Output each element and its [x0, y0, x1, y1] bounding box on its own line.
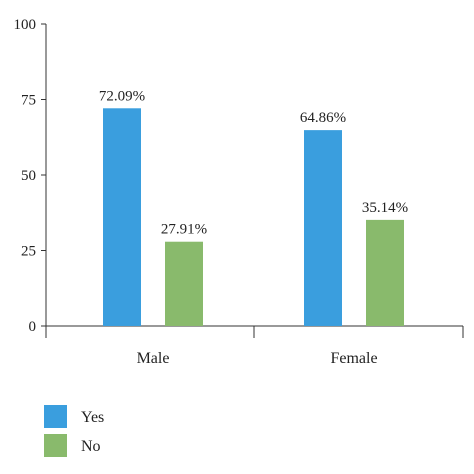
bars: [103, 108, 404, 326]
bar-no-female: [366, 219, 404, 326]
bar-no-male: [165, 241, 203, 326]
y-tick-label: 75: [21, 93, 36, 109]
data-labels: 72.09% 64.86% 27.91% 35.14%: [99, 88, 408, 237]
category-label-male: Male: [137, 350, 170, 367]
bar-yes-male: [103, 108, 141, 326]
data-label-yes-male: 72.09%: [99, 88, 145, 104]
y-tick-label: 100: [14, 17, 37, 33]
category-label-female: Female: [330, 350, 377, 367]
data-label-no-male: 27.91%: [161, 222, 207, 238]
legend-label-no: No: [81, 438, 101, 455]
y-axis: 0 25 50 75 100: [14, 17, 47, 335]
y-tick-label: 0: [29, 319, 37, 335]
data-label-yes-female: 64.86%: [300, 110, 346, 126]
legend-swatch-yes: [44, 405, 67, 428]
data-label-no-female: 35.14%: [362, 200, 408, 216]
legend: Yes No: [44, 405, 104, 457]
y-tick-label: 25: [21, 244, 36, 260]
legend-label-yes: Yes: [81, 409, 104, 426]
bar-yes-female: [304, 130, 342, 326]
legend-swatch-no: [44, 434, 67, 457]
y-tick-label: 50: [21, 168, 36, 184]
x-axis: Male Female: [45, 325, 464, 367]
